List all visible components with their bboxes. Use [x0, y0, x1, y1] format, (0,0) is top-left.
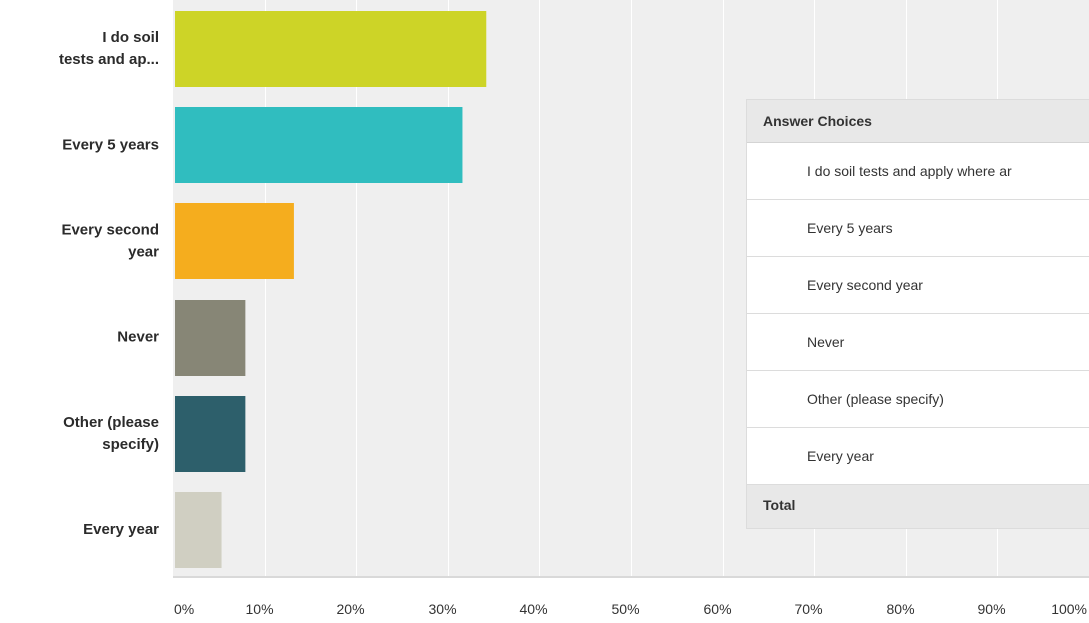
category-label: Never — [117, 329, 159, 346]
table-header: Answer Choices — [747, 100, 1089, 143]
x-tick-label: 70% — [795, 601, 823, 617]
category-label: Other (please — [63, 414, 159, 431]
category-label: Every 5 years — [62, 136, 159, 153]
table-row: Never — [747, 314, 1089, 371]
table-row: Other (please specify) — [747, 371, 1089, 428]
category-label: I do soil — [102, 29, 159, 46]
bars — [175, 11, 487, 568]
table-row: Every second year — [747, 257, 1089, 314]
x-tick-label: 80% — [887, 601, 915, 617]
x-tick-label: 40% — [520, 601, 548, 617]
bar — [175, 203, 294, 279]
x-tick-label: 90% — [978, 601, 1006, 617]
bar — [175, 396, 246, 472]
category-label: specify) — [102, 436, 159, 453]
x-tick-labels: 0% 10% 20% 30% 40% 50% 60% 70% 80% 90% 100% — [174, 601, 1087, 617]
bar — [175, 492, 222, 568]
table-row: Every 5 years — [747, 200, 1089, 257]
x-tick-label: 50% — [612, 601, 640, 617]
category-label: year — [128, 243, 159, 260]
answer-choices-table: Answer Choices I do soil tests and apply… — [746, 99, 1089, 529]
x-tick-label: 100% — [1051, 601, 1087, 617]
category-label: Every year — [83, 521, 159, 538]
category-labels: I do soil tests and ap... Every 5 years Eve… — [59, 29, 159, 538]
bar — [175, 300, 246, 376]
table-total: Total — [747, 485, 1089, 528]
category-label: Every second — [61, 221, 159, 238]
bar — [175, 11, 487, 87]
table-row: Every year — [747, 428, 1089, 485]
x-tick-label: 10% — [246, 601, 274, 617]
category-label: tests and ap... — [59, 51, 159, 68]
x-tick-label: 0% — [174, 601, 194, 617]
table-row: I do soil tests and apply where ar — [747, 143, 1089, 200]
bar — [175, 107, 463, 183]
x-tick-label: 60% — [704, 601, 732, 617]
x-tick-label: 20% — [337, 601, 365, 617]
x-tick-label: 30% — [429, 601, 457, 617]
